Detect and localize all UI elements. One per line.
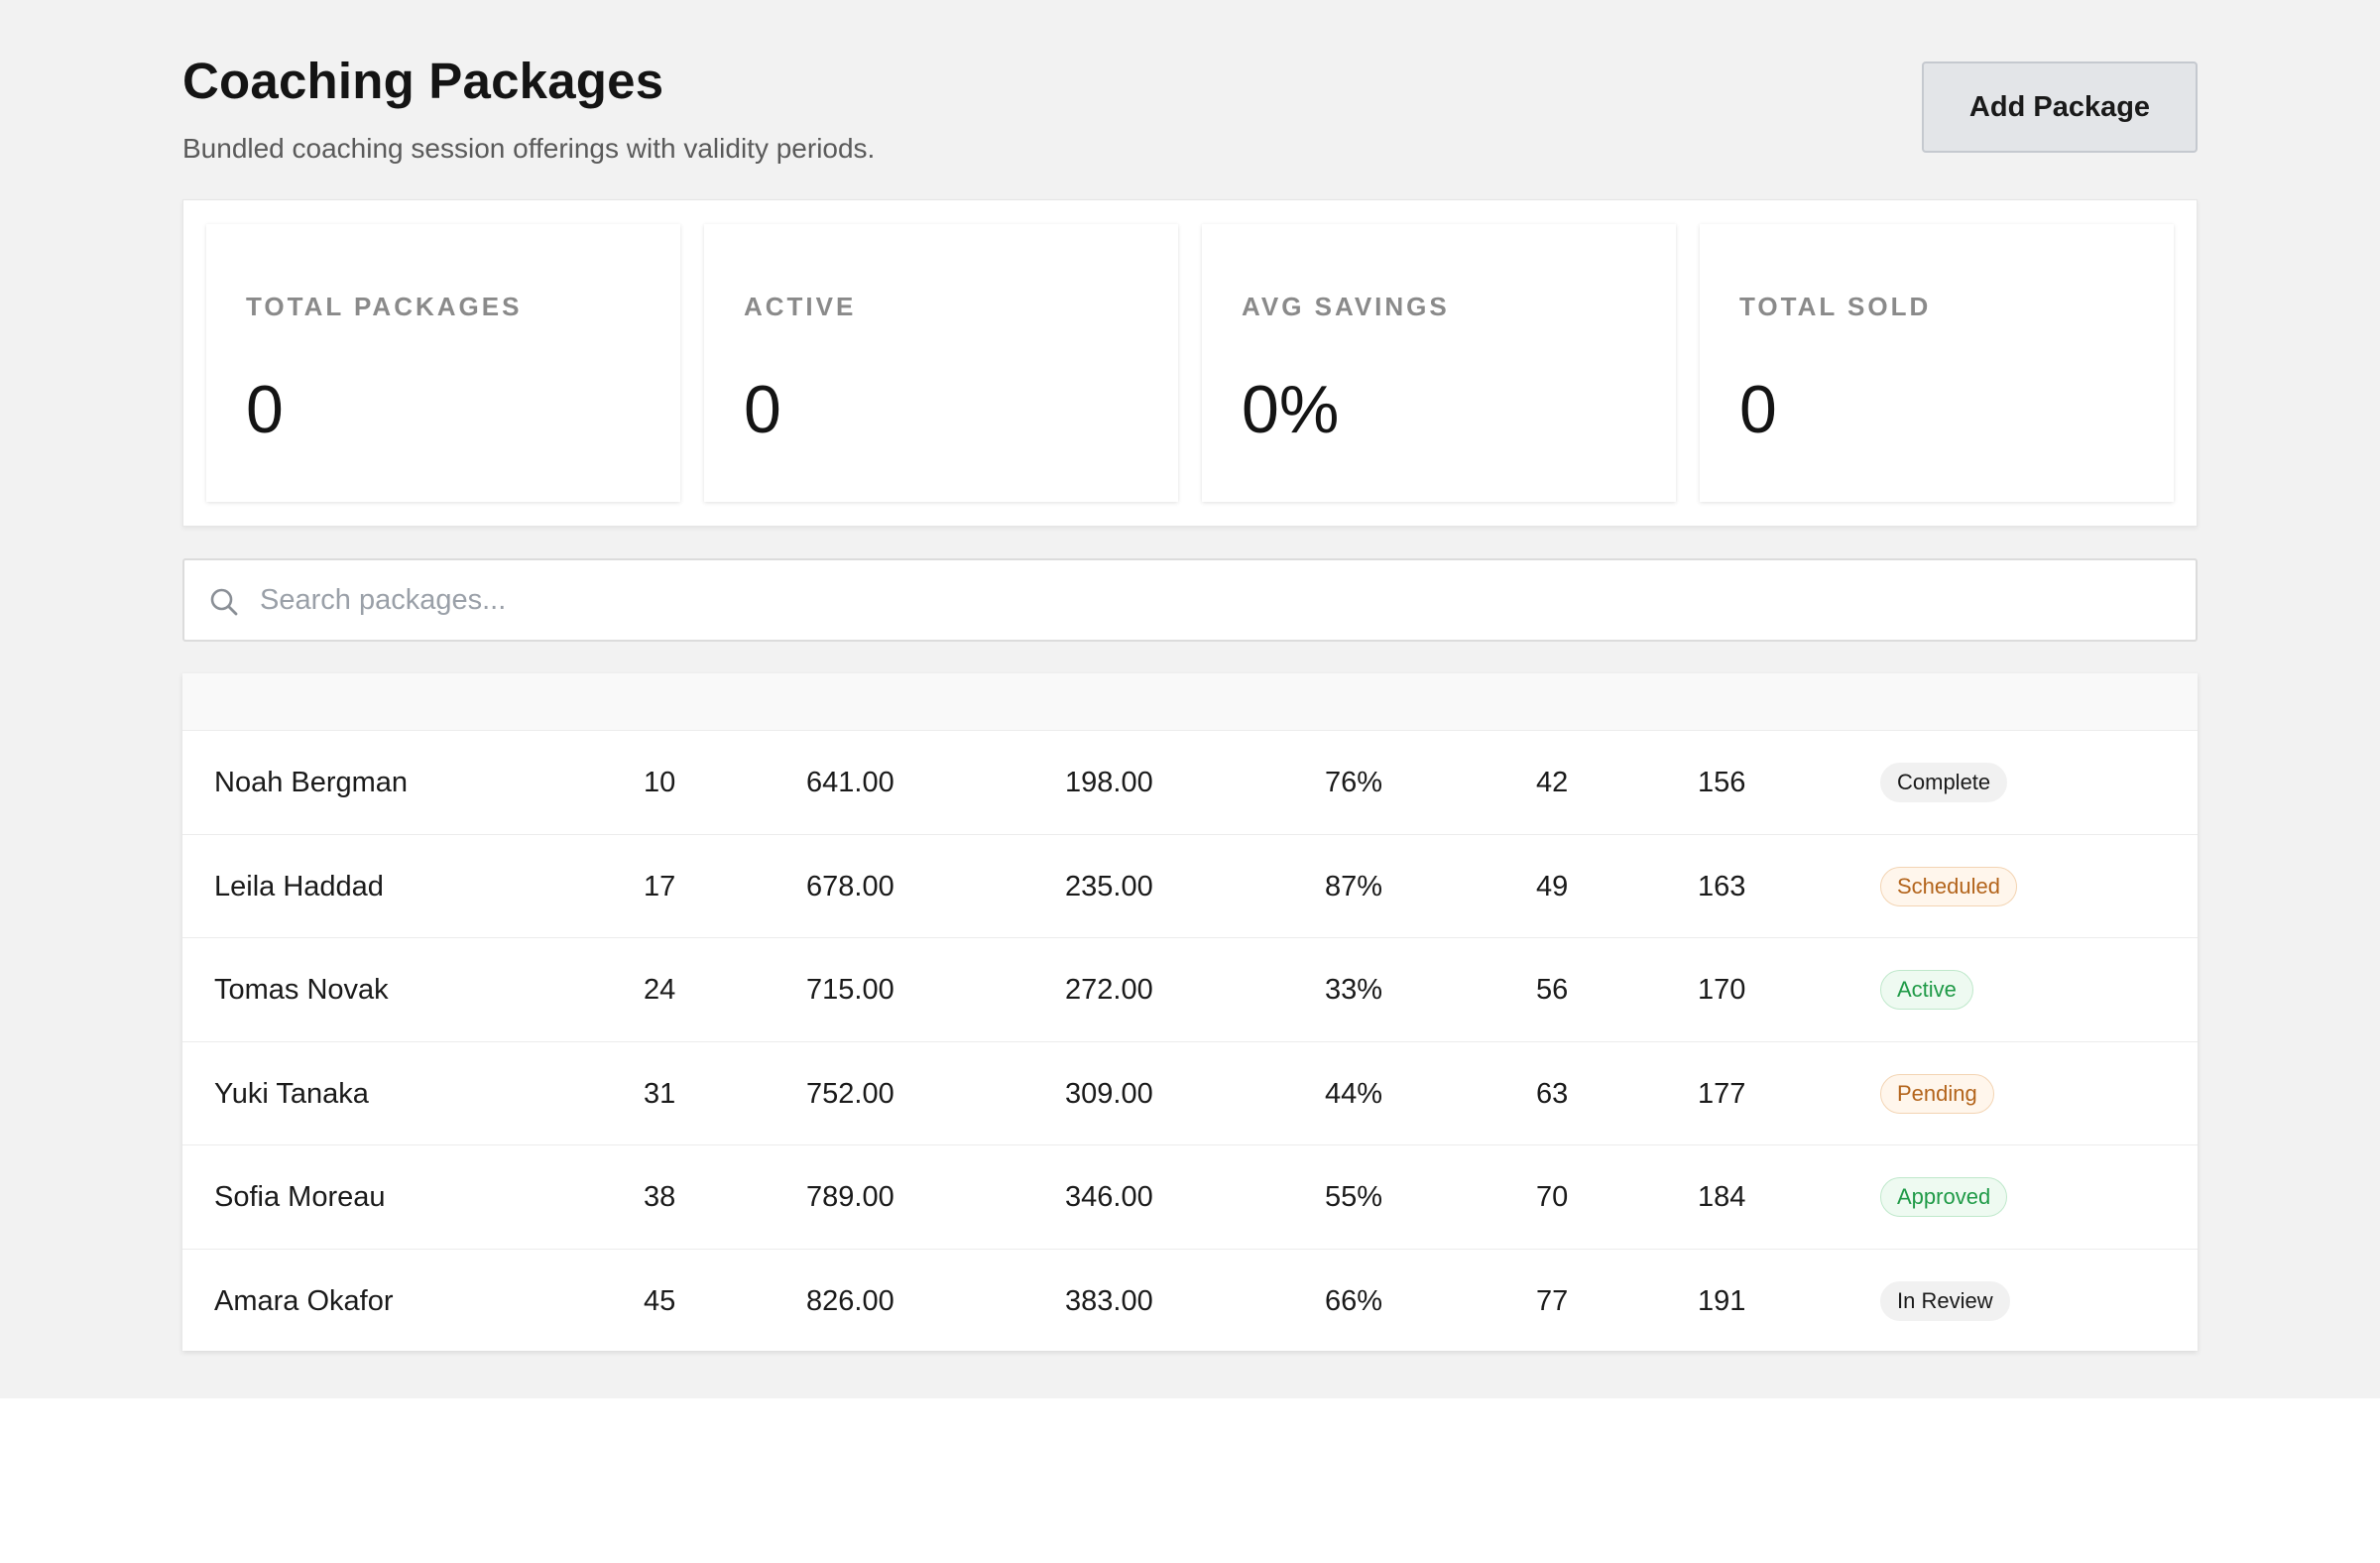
cell-sessions: 10 [644, 767, 676, 798]
cell-validity: 56 [1536, 974, 1569, 1006]
status-badge: Pending [1880, 1073, 1994, 1114]
page-title: Coaching Packages [182, 53, 664, 109]
app-background: Coaching Packages Bundled coaching sessi… [0, 0, 2380, 1398]
stats-panel: TOTAL PACKAGES 0 ACTIVE 0 AVG SAVINGS 0%… [182, 199, 2198, 527]
cell-sold: 177 [1698, 1077, 1746, 1110]
stat-label: ACTIVE [744, 292, 857, 321]
cell-sessions: 24 [644, 974, 676, 1006]
cell-savings-amount: 235.00 [1065, 870, 1153, 902]
stat-value: 0 [1739, 372, 1777, 447]
table-row[interactable]: Sofia Moreau 38 789.00 346.00 55% 70 184 Approv… [182, 1144, 2198, 1248]
stat-label: TOTAL SOLD [1739, 292, 1932, 321]
cell-sessions: 45 [644, 1284, 676, 1317]
cell-name: Yuki Tanaka [214, 1077, 369, 1110]
cell-savings-amount: 272.00 [1065, 974, 1153, 1006]
stat-label: AVG SAVINGS [1242, 292, 1450, 321]
status-badge: In Review [1880, 1280, 2010, 1321]
table-row[interactable]: Leila Haddad 17 678.00 235.00 87% 49 163 Schedu… [182, 833, 2198, 937]
cell-validity: 42 [1536, 767, 1569, 798]
packages-table: Noah Bergman 10 641.00 198.00 76% 42 156 Comple… [182, 673, 2198, 1351]
stat-card-avg-savings: AVG SAVINGS 0% [1202, 224, 1676, 502]
cell-savings-amount: 198.00 [1065, 767, 1153, 798]
cell-name: Amara Okafor [214, 1284, 394, 1317]
cell-savings-percent: 87% [1325, 870, 1383, 902]
status-badge: Active [1880, 970, 1973, 1010]
cell-savings-amount: 309.00 [1065, 1077, 1153, 1110]
cell-sessions: 31 [644, 1077, 676, 1110]
stat-value: 0 [744, 372, 781, 447]
table-row[interactable]: Yuki Tanaka 31 752.00 309.00 44% 63 177 Pending [182, 1040, 2198, 1144]
status-badge: Approved [1880, 1177, 2008, 1217]
cell-price: 678.00 [806, 870, 894, 902]
table-row[interactable]: Tomas Novak 24 715.00 272.00 33% 56 170 Active [182, 937, 2198, 1040]
cell-sold: 163 [1698, 870, 1746, 902]
stat-card-total-packages: TOTAL PACKAGES 0 [206, 224, 680, 502]
search-input[interactable] [260, 574, 2144, 626]
cell-sold: 184 [1698, 1181, 1746, 1213]
cell-validity: 70 [1536, 1181, 1569, 1213]
cell-savings-percent: 76% [1325, 767, 1383, 798]
stat-value: 0% [1242, 372, 1340, 447]
cell-validity: 63 [1536, 1077, 1569, 1110]
table-row[interactable]: Noah Bergman 10 641.00 198.00 76% 42 156 Comple… [182, 730, 2198, 833]
cell-savings-percent: 44% [1325, 1077, 1383, 1110]
status-badge: Complete [1880, 763, 2008, 802]
cell-price: 789.00 [806, 1181, 894, 1213]
page-subtitle: Bundled coaching session offerings with … [182, 133, 876, 164]
stat-value: 0 [246, 372, 284, 447]
stat-card-active: ACTIVE 0 [704, 224, 1178, 502]
cell-price: 752.00 [806, 1077, 894, 1110]
cell-sessions: 38 [644, 1181, 676, 1213]
cell-sessions: 17 [644, 870, 676, 902]
cell-savings-percent: 33% [1325, 974, 1383, 1006]
search-box[interactable] [182, 558, 2198, 642]
cell-price: 641.00 [806, 767, 894, 798]
table-row[interactable]: Amara Okafor 45 826.00 383.00 66% 77 191 In Rev… [182, 1248, 2198, 1352]
cell-price: 826.00 [806, 1284, 894, 1317]
cell-name: Tomas Novak [214, 974, 389, 1006]
cell-validity: 77 [1536, 1284, 1569, 1317]
status-badge: Scheduled [1880, 866, 2017, 906]
stat-card-total-sold: TOTAL SOLD 0 [1700, 224, 2174, 502]
cell-name: Leila Haddad [214, 870, 384, 902]
search-icon [210, 588, 238, 616]
cell-savings-amount: 383.00 [1065, 1284, 1153, 1317]
cell-savings-amount: 346.00 [1065, 1181, 1153, 1213]
add-package-button[interactable]: Add Package [1922, 61, 2198, 153]
cell-sold: 170 [1698, 974, 1746, 1006]
cell-validity: 49 [1536, 870, 1569, 902]
cell-name: Sofia Moreau [214, 1181, 386, 1213]
stat-label: TOTAL PACKAGES [246, 292, 523, 321]
page-header: Coaching Packages Bundled coaching sessi… [182, 0, 2198, 179]
cell-price: 715.00 [806, 974, 894, 1006]
cell-savings-percent: 66% [1325, 1284, 1383, 1317]
cell-sold: 191 [1698, 1284, 1746, 1317]
table-header [182, 673, 2198, 730]
cell-sold: 156 [1698, 767, 1746, 798]
cell-savings-percent: 55% [1325, 1181, 1383, 1213]
cell-name: Noah Bergman [214, 767, 409, 798]
